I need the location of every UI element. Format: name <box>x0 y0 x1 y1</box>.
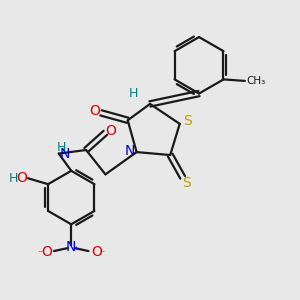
Text: H: H <box>8 172 18 185</box>
Text: N: N <box>125 144 135 158</box>
Text: ⁻: ⁻ <box>38 250 43 260</box>
Text: O: O <box>16 171 27 184</box>
Text: O: O <box>90 104 101 118</box>
Text: H: H <box>129 87 138 100</box>
Text: O: O <box>41 245 52 259</box>
Text: ⁻: ⁻ <box>100 250 105 260</box>
Text: S: S <box>182 176 190 190</box>
Text: O: O <box>91 245 102 259</box>
Text: N: N <box>59 147 70 160</box>
Text: N: N <box>66 240 76 254</box>
Text: S: S <box>183 114 191 128</box>
Text: CH₃: CH₃ <box>246 76 265 86</box>
Text: H: H <box>56 141 66 154</box>
Text: O: O <box>105 124 116 138</box>
Text: ⁺: ⁺ <box>73 246 78 256</box>
